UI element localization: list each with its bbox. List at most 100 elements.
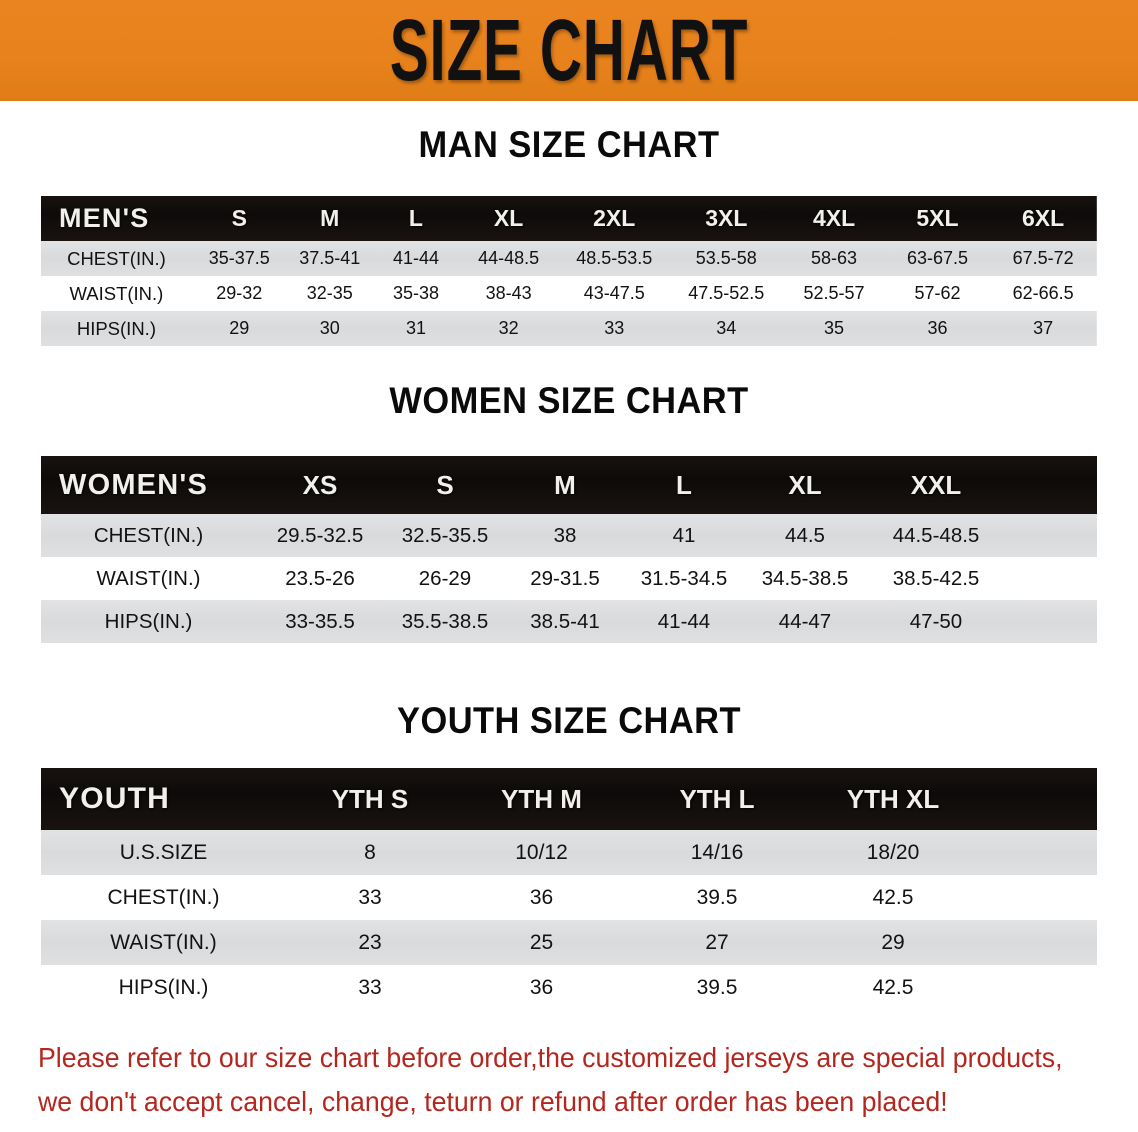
column-header-women-5: XXL bbox=[910, 469, 962, 500]
column-header-men-2: L bbox=[408, 205, 423, 231]
cell-women-1-4: 34.5-38.5 bbox=[761, 566, 849, 590]
column-header-youth-0: YTH S bbox=[331, 783, 409, 814]
cell-youth-2-2: 27 bbox=[705, 930, 729, 954]
cell-men-2-3: 32 bbox=[498, 318, 519, 338]
column-header-youth-2: YTH L bbox=[679, 783, 755, 814]
column-header-men-6: 4XL bbox=[812, 205, 856, 231]
column-header-men-3: XL bbox=[493, 205, 524, 231]
column-header-women-4: XL bbox=[788, 469, 822, 500]
row-label-youth-3: HIPS(IN.) bbox=[118, 975, 209, 999]
row-spacer-cell bbox=[981, 830, 1097, 875]
column-header-youth-1: YTH M bbox=[501, 783, 582, 814]
youth-size-table: YOUTH YTH S YTH M YTH L YTH XL U.S.SIZE 8 10/12… bbox=[41, 768, 1097, 1010]
row-label-youth-2: WAIST(IN.) bbox=[110, 930, 217, 954]
banner: SIZE CHART bbox=[0, 0, 1138, 101]
cell-men-1-1: 32-35 bbox=[306, 283, 353, 303]
column-header-women-0: XS bbox=[302, 469, 338, 500]
cell-men-0-5: 53.5-58 bbox=[695, 248, 757, 268]
column-header-men-5: 3XL bbox=[705, 205, 748, 231]
cell-men-0-4: 48.5-53.5 bbox=[576, 248, 653, 268]
row-label-youth-0: U.S.SIZE bbox=[119, 840, 208, 864]
table-row: WAIST(IN.) 29-32 32-35 35-38 38-43 43-47.5 47.… bbox=[41, 276, 1097, 311]
cell-women-0-1: 32.5-35.5 bbox=[401, 523, 489, 547]
row-spacer-cell bbox=[981, 965, 1097, 1010]
row-spacer-cell bbox=[981, 920, 1097, 965]
cell-women-2-0: 33-35.5 bbox=[285, 609, 355, 633]
cell-men-2-2: 31 bbox=[405, 318, 426, 338]
cell-men-0-0: 35-37.5 bbox=[208, 248, 270, 268]
cell-women-2-1: 35.5-38.5 bbox=[401, 609, 489, 633]
header-spacer-cell bbox=[981, 768, 1097, 830]
cell-women-2-4: 44-47 bbox=[778, 609, 832, 633]
column-header-women-3: L bbox=[676, 469, 692, 500]
cell-men-1-3: 38-43 bbox=[485, 283, 532, 303]
table-row: WAIST(IN.) 23.5-26 26-29 29-31.5 31.5-34.5 34… bbox=[41, 557, 1097, 600]
row-label-women-1: WAIST(IN.) bbox=[96, 566, 201, 590]
table-row: HIPS(IN.) 29 30 31 32 33 34 35 36 37 bbox=[41, 311, 1097, 346]
youth-corner-label: YOUTH bbox=[59, 782, 170, 815]
cell-youth-3-1: 36 bbox=[529, 975, 554, 999]
cell-women-0-3: 41 bbox=[672, 523, 696, 547]
men-size-table: MEN'S S M L XL 2XL 3XL 4XL 5XL 6XL CHEST(IN.) 35-37… bbox=[41, 196, 1097, 346]
column-header-men-8: 6XL bbox=[1022, 205, 1065, 231]
banner-title: SIZE CHART bbox=[389, 1, 749, 100]
cell-women-2-5: 47-50 bbox=[909, 609, 963, 633]
women-corner-label: WOMEN'S bbox=[59, 468, 209, 501]
cell-women-2-2: 38.5-41 bbox=[530, 609, 600, 633]
note-line-1: Please refer to our size chart before or… bbox=[38, 1042, 1063, 1073]
cell-men-2-1: 30 bbox=[319, 318, 340, 338]
table-row: CHEST(IN.) 33 36 39.5 42.5 bbox=[41, 875, 1097, 920]
row-spacer-cell bbox=[981, 875, 1097, 920]
cell-men-0-8: 67.5-72 bbox=[1012, 248, 1074, 268]
column-header-youth-3: YTH XL bbox=[846, 783, 940, 814]
youth-section-title: YOUTH SIZE CHART bbox=[397, 700, 741, 741]
cell-men-2-5: 34 bbox=[716, 318, 737, 338]
cell-men-1-2: 35-38 bbox=[392, 283, 439, 303]
row-spacer-cell bbox=[1006, 600, 1097, 643]
table-row: U.S.SIZE 8 10/12 14/16 18/20 bbox=[41, 830, 1097, 875]
cell-women-1-2: 29-31.5 bbox=[530, 566, 600, 590]
cell-men-0-1: 37.5-41 bbox=[299, 248, 361, 268]
women-size-table: WOMEN'S XS S M L XL XXL CHEST(IN.) 29.5-32.5 32.5… bbox=[41, 456, 1097, 643]
column-header-women-1: S bbox=[436, 469, 454, 500]
cell-men-0-3: 44-48.5 bbox=[478, 248, 540, 268]
cell-men-1-7: 57-62 bbox=[914, 283, 961, 303]
row-label-men-1: WAIST(IN.) bbox=[69, 282, 164, 304]
table-row: HIPS(IN.) 33 36 39.5 42.5 bbox=[41, 965, 1097, 1010]
cell-women-0-2: 38 bbox=[553, 523, 577, 547]
man-section-title: MAN SIZE CHART bbox=[418, 124, 720, 165]
cell-youth-0-3: 18/20 bbox=[866, 840, 920, 864]
cell-men-2-0: 29 bbox=[229, 318, 250, 338]
cell-men-2-6: 35 bbox=[824, 318, 845, 338]
cell-youth-0-0: 8 bbox=[364, 840, 376, 864]
cell-women-0-4: 44.5 bbox=[785, 523, 825, 547]
cell-men-1-8: 62-66.5 bbox=[1012, 283, 1074, 303]
cell-women-1-0: 23.5-26 bbox=[285, 566, 355, 590]
cell-men-1-4: 43-47.5 bbox=[583, 283, 645, 303]
row-label-youth-1: CHEST(IN.) bbox=[107, 885, 220, 909]
cell-youth-1-3: 42.5 bbox=[872, 885, 914, 909]
women-table-header-row: WOMEN'S XS S M L XL XXL bbox=[41, 456, 1097, 514]
row-label-men-0: CHEST(IN.) bbox=[67, 247, 166, 269]
youth-table-header-row: YOUTH YTH S YTH M YTH L YTH XL bbox=[41, 768, 1097, 830]
cell-women-1-1: 26-29 bbox=[418, 566, 472, 590]
header-spacer-cell bbox=[1006, 456, 1097, 514]
cell-youth-0-1: 10/12 bbox=[515, 840, 568, 864]
table-row: WAIST(IN.) 23 25 27 29 bbox=[41, 920, 1097, 965]
cell-women-1-3: 31.5-34.5 bbox=[640, 566, 728, 590]
cell-youth-0-2: 14/16 bbox=[690, 840, 744, 864]
cell-men-1-6: 52.5-57 bbox=[803, 283, 865, 303]
cell-men-2-8: 37 bbox=[1033, 318, 1054, 338]
row-spacer-cell bbox=[1006, 557, 1097, 600]
row-spacer-cell bbox=[1006, 514, 1097, 557]
column-header-men-7: 5XL bbox=[916, 205, 959, 231]
cell-men-2-7: 36 bbox=[927, 318, 948, 338]
cell-youth-1-0: 33 bbox=[358, 885, 382, 909]
women-section-title: WOMEN SIZE CHART bbox=[389, 380, 749, 421]
cell-youth-3-3: 42.5 bbox=[872, 975, 914, 999]
cell-youth-1-1: 36 bbox=[529, 885, 554, 909]
cell-women-0-5: 44.5-48.5 bbox=[892, 523, 980, 547]
cell-men-1-5: 47.5-52.5 bbox=[688, 283, 765, 303]
table-row: CHEST(IN.) 35-37.5 37.5-41 41-44 44-48.5 48.5… bbox=[41, 241, 1097, 276]
